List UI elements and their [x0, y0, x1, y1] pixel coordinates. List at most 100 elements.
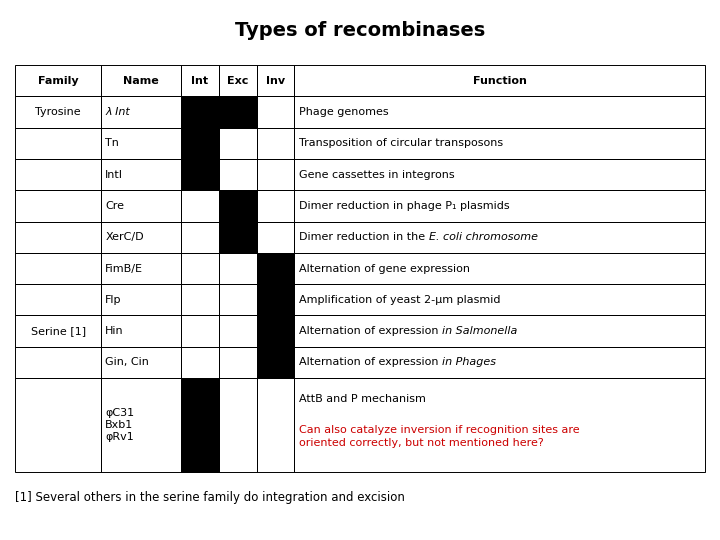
- Bar: [256, 315, 294, 347]
- Bar: [256, 127, 294, 159]
- Bar: [219, 221, 256, 253]
- Text: Gene cassettes in integrons: Gene cassettes in integrons: [300, 170, 455, 180]
- Text: λ Int: λ Int: [105, 107, 130, 117]
- Bar: [219, 284, 256, 315]
- Bar: [294, 284, 705, 315]
- Bar: [102, 127, 181, 159]
- Bar: [15, 127, 102, 159]
- Bar: [181, 159, 219, 190]
- Bar: [219, 65, 256, 96]
- Bar: [219, 190, 256, 221]
- Bar: [181, 253, 219, 284]
- Bar: [294, 190, 705, 221]
- Bar: [219, 127, 256, 159]
- Bar: [181, 159, 219, 190]
- Text: Tn: Tn: [105, 138, 119, 149]
- Bar: [219, 253, 256, 284]
- Bar: [102, 315, 181, 347]
- Bar: [294, 347, 705, 378]
- Bar: [294, 127, 705, 159]
- Bar: [15, 190, 102, 221]
- Bar: [219, 221, 256, 253]
- Bar: [256, 253, 294, 284]
- Bar: [219, 347, 256, 378]
- Text: Transposition of circular transposons: Transposition of circular transposons: [300, 138, 503, 149]
- Bar: [294, 378, 705, 472]
- Bar: [181, 315, 219, 347]
- Text: Serine [1]: Serine [1]: [30, 326, 86, 336]
- Bar: [15, 347, 102, 378]
- Text: Types of recombinases: Types of recombinases: [235, 21, 485, 39]
- Bar: [181, 190, 219, 221]
- Text: Cre: Cre: [105, 201, 125, 211]
- Bar: [181, 378, 219, 472]
- Bar: [219, 96, 256, 127]
- Bar: [15, 315, 102, 347]
- Text: [1] Several others in the serine family do integration and excision: [1] Several others in the serine family …: [15, 491, 405, 504]
- Bar: [219, 96, 256, 127]
- Bar: [181, 96, 219, 127]
- Text: Can also catalyze inversion if recognition sites are
oriented correctly, but not: Can also catalyze inversion if recogniti…: [300, 424, 580, 448]
- Bar: [15, 159, 102, 190]
- Bar: [181, 127, 219, 159]
- Bar: [102, 347, 181, 378]
- Bar: [294, 159, 705, 190]
- Bar: [181, 96, 219, 127]
- Bar: [256, 378, 294, 472]
- Text: Function: Function: [473, 76, 526, 86]
- Text: FimB/E: FimB/E: [105, 264, 143, 273]
- Bar: [256, 159, 294, 190]
- Bar: [102, 96, 181, 127]
- Text: Hin: Hin: [105, 326, 124, 336]
- Bar: [256, 221, 294, 253]
- Bar: [294, 65, 705, 96]
- Bar: [294, 96, 705, 127]
- Text: Exc: Exc: [227, 76, 248, 86]
- Text: E. coli chromosome: E. coli chromosome: [429, 232, 538, 242]
- Bar: [256, 284, 294, 315]
- Bar: [181, 65, 219, 96]
- Bar: [256, 347, 294, 378]
- Bar: [256, 96, 294, 127]
- Bar: [256, 190, 294, 221]
- Bar: [294, 221, 705, 253]
- Text: Int: Int: [191, 76, 208, 86]
- Text: Tyrosine: Tyrosine: [35, 107, 81, 117]
- Bar: [181, 347, 219, 378]
- Bar: [102, 190, 181, 221]
- Text: Phage genomes: Phage genomes: [300, 107, 389, 117]
- Bar: [102, 65, 181, 96]
- Text: Dimer reduction in the: Dimer reduction in the: [300, 232, 429, 242]
- Bar: [256, 253, 294, 284]
- Text: in Salmonella: in Salmonella: [443, 326, 518, 336]
- Text: Alternation of gene expression: Alternation of gene expression: [300, 264, 470, 273]
- Text: Flp: Flp: [105, 295, 122, 305]
- Text: Gin, Cin: Gin, Cin: [105, 357, 149, 367]
- Text: Dimer reduction in phage P₁ plasmids: Dimer reduction in phage P₁ plasmids: [300, 201, 510, 211]
- Text: φC31
Bxb1
φRv1: φC31 Bxb1 φRv1: [105, 408, 135, 442]
- Bar: [256, 284, 294, 315]
- Bar: [219, 378, 256, 472]
- Bar: [102, 284, 181, 315]
- Bar: [102, 159, 181, 190]
- Bar: [181, 284, 219, 315]
- Bar: [181, 221, 219, 253]
- Bar: [219, 159, 256, 190]
- Text: Family: Family: [38, 76, 78, 86]
- Text: Inv: Inv: [266, 76, 285, 86]
- Bar: [219, 315, 256, 347]
- Bar: [15, 253, 102, 284]
- Text: in Phages: in Phages: [443, 357, 497, 367]
- Bar: [294, 253, 705, 284]
- Bar: [102, 253, 181, 284]
- Bar: [15, 96, 102, 127]
- Bar: [219, 190, 256, 221]
- Bar: [15, 284, 102, 315]
- Bar: [181, 127, 219, 159]
- Bar: [294, 315, 705, 347]
- Bar: [102, 378, 181, 472]
- Text: Name: Name: [123, 76, 159, 86]
- Bar: [256, 315, 294, 347]
- Text: Alternation of expression: Alternation of expression: [300, 357, 443, 367]
- Text: Amplification of yeast 2-μm plasmid: Amplification of yeast 2-μm plasmid: [300, 295, 501, 305]
